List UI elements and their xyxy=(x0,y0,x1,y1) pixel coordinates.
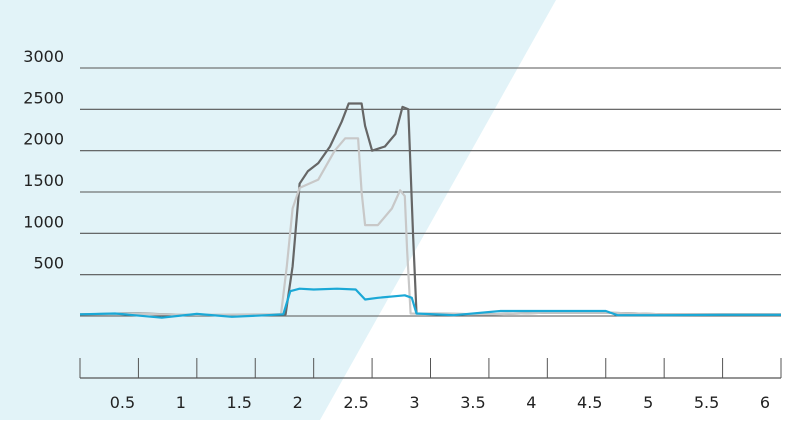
y-tick-label: 2000 xyxy=(23,130,64,149)
x-tick-label: 4 xyxy=(526,393,536,412)
y-tick-label: 1000 xyxy=(23,212,64,231)
x-tick-label: 2 xyxy=(293,393,303,412)
series-line-3 xyxy=(79,287,781,319)
x-tick-label: 3.5 xyxy=(460,393,485,412)
x-tick-label: 4.5 xyxy=(577,393,602,412)
x-tick-label: 5 xyxy=(643,393,653,412)
x-tick-label: 1.5 xyxy=(227,393,252,412)
y-tick-label: 1500 xyxy=(23,171,64,190)
x-tick-label: 2.5 xyxy=(343,393,368,412)
y-tick-label: 3000 xyxy=(23,47,64,66)
x-tick-label: 6 xyxy=(760,393,770,412)
y-tick-label: 500 xyxy=(33,254,64,273)
x-tick-label: 3 xyxy=(409,393,419,412)
x-tick-label: 5.5 xyxy=(694,393,719,412)
background-band xyxy=(0,0,556,420)
y-tick-label: 2500 xyxy=(23,88,64,107)
x-tick-label: 0.5 xyxy=(110,393,135,412)
x-tick-label: 1 xyxy=(176,393,186,412)
